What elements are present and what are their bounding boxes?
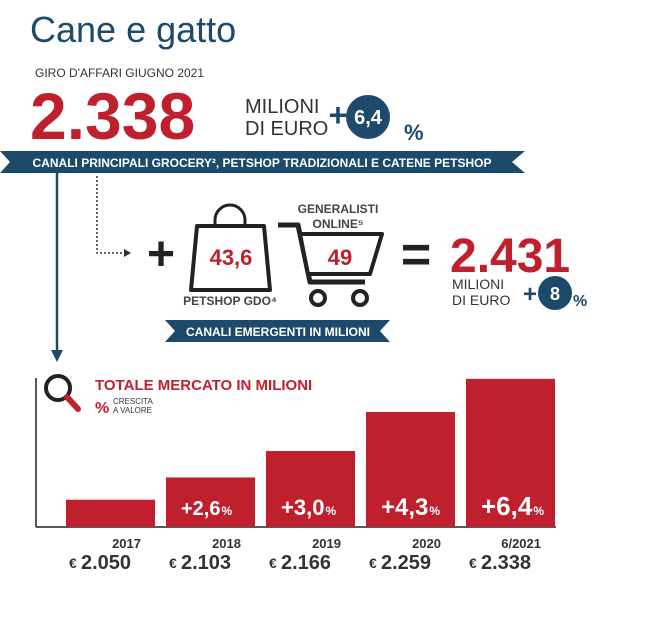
growth-unit: % [573, 293, 587, 310]
equals: = [401, 226, 431, 284]
emerging-unit: MILIONI [452, 276, 504, 292]
cart-wheel [309, 289, 327, 307]
dotted-arrow [96, 176, 124, 254]
online-value: 49 [328, 245, 352, 270]
growth-unit: % [325, 504, 336, 518]
bar [266, 451, 355, 527]
banner [0, 151, 525, 173]
legend-symbol: % [95, 400, 109, 417]
currency: € [69, 555, 77, 571]
emerging-unit: DI EURO [452, 292, 510, 308]
growth-unit: % [221, 504, 232, 518]
headline-label: GIRO D'AFFARI GIUGNO 2021 [35, 66, 204, 80]
growth-value: 8 [550, 284, 560, 304]
cart-basket [298, 232, 384, 276]
growth-label: +2,6 [181, 498, 220, 520]
x-tick-label: 2018 [212, 536, 241, 551]
online-label: ONLINE⁵ [313, 217, 364, 231]
arrow-head [51, 350, 63, 362]
x-tick-label: 2020 [412, 536, 441, 551]
growth-sign: + [329, 97, 348, 133]
cart-wheel [351, 289, 369, 307]
legend-text: A VALORE [113, 406, 152, 415]
plus: + [147, 228, 175, 281]
headline-unit: DI EURO [245, 118, 328, 140]
online-label: GENERALISTI [298, 202, 379, 216]
bag-icon [189, 224, 272, 292]
magnifier-handle [64, 394, 81, 412]
page-title: Cane e gatto [30, 9, 236, 50]
headline-unit: MILIONI [245, 96, 319, 118]
value-label: 2.259 [381, 552, 431, 574]
growth-value: 6,4 [354, 107, 383, 129]
x-tick-label: 6/2021 [501, 536, 541, 551]
currency: € [169, 555, 177, 571]
growth-unit: % [533, 504, 544, 518]
legend-text: CRESCITA [113, 397, 154, 406]
growth-label: +3,0 [281, 495, 324, 520]
banner-text: CANALI EMERGENTI IN MILIONI [186, 325, 370, 339]
magnifier-icon [44, 374, 72, 402]
growth-label: +6,4 [481, 491, 533, 521]
bar [166, 477, 255, 527]
currency: € [369, 555, 377, 571]
emerging-total: 2.431 [450, 230, 570, 283]
currency: € [269, 555, 277, 571]
value-label: 2.166 [281, 552, 331, 574]
value-label: 2.338 [481, 552, 531, 574]
banner-text: CANALI PRINCIPALI GROCERY², PETSHOP TRAD… [33, 156, 492, 170]
value-label: 2.050 [81, 552, 131, 574]
growth-sign: + [523, 281, 537, 308]
growth-unit: % [404, 120, 424, 145]
arrow-head [124, 249, 131, 257]
petshop-label: PETSHOP GDO⁴ [183, 294, 277, 308]
bag-handle [213, 203, 247, 226]
growth-label: +4,3 [381, 494, 428, 521]
bar [366, 411, 455, 527]
x-tick-label: 2017 [112, 536, 141, 551]
chart-title: TOTALE MERCATO IN MILIONI [95, 377, 312, 394]
value-label: 2.103 [181, 552, 231, 574]
x-tick-label: 2019 [312, 536, 341, 551]
bar [66, 499, 155, 527]
growth-badge [538, 276, 572, 310]
growth-badge [346, 95, 390, 139]
headline-value: 2.338 [30, 79, 195, 153]
banner [165, 320, 390, 342]
bar [466, 378, 555, 527]
growth-unit: % [429, 504, 440, 518]
currency: € [469, 555, 477, 571]
petshop-value: 43,6 [210, 245, 253, 270]
